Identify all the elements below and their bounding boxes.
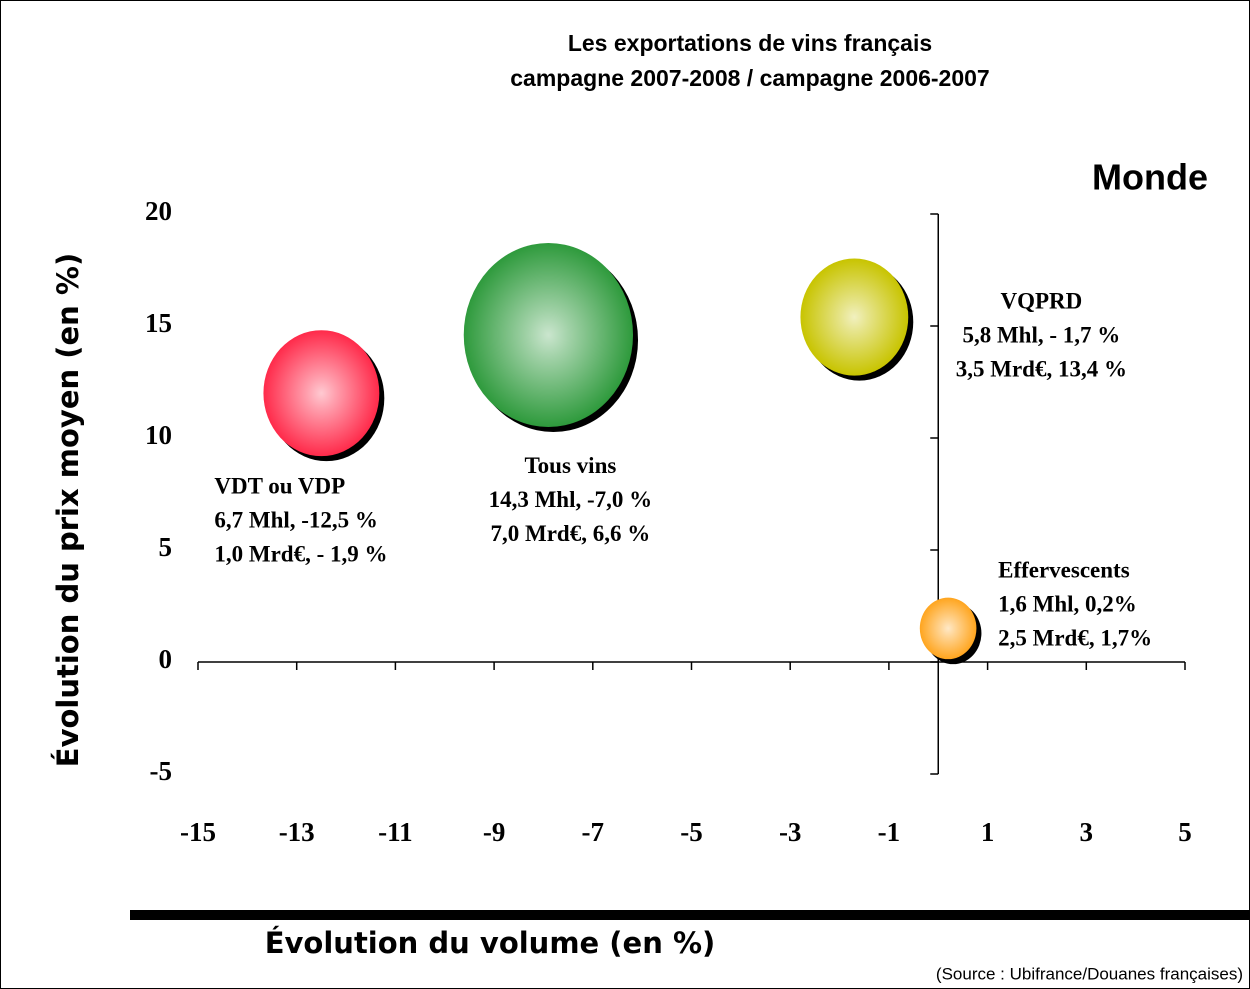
chart-title: Les exportations de vins français: [568, 30, 932, 56]
y-tick-label: 10: [145, 420, 172, 450]
x-tick-label: -5: [680, 817, 703, 847]
x-tick-label: 1: [981, 817, 995, 847]
bubble-label: 1,6 Mhl, 0,2%: [998, 592, 1137, 617]
y-tick-label: 5: [159, 532, 173, 562]
separator: [130, 910, 1250, 920]
bubble-label: 14,3 Mhl, -7,0 %: [489, 487, 653, 512]
bubble-label: 2,5 Mrd€, 1,7%: [998, 626, 1152, 651]
bubble-label: 3,5 Mrd€, 13,4 %: [956, 356, 1127, 381]
bubble-label: 7,0 Mrd€, 6,6 %: [491, 521, 651, 546]
source-note: (Source : Ubifrance/Douanes françaises): [936, 964, 1243, 983]
y-tick-label: 15: [145, 308, 172, 338]
bubble-label: 5,8 Mhl, - 1,7 %: [962, 322, 1120, 347]
x-tick-label: -9: [483, 817, 506, 847]
y-tick-label: 0: [159, 644, 173, 674]
bubble-label: 1,0 Mrd€, - 1,9 %: [214, 541, 387, 566]
bubble-highlight: [919, 597, 977, 660]
x-tick-label: -3: [779, 817, 802, 847]
x-tick-label: 5: [1178, 817, 1192, 847]
x-tick-label: -15: [180, 817, 216, 847]
x-tick-label: -11: [378, 817, 413, 847]
bubble-highlight: [463, 242, 634, 427]
bubble-label: Tous vins: [524, 453, 616, 478]
y-tick-label: -5: [150, 756, 173, 786]
y-axis-label: Évolution du prix moyen (en %): [51, 253, 85, 767]
bubble-label: VQPRD: [1000, 288, 1082, 313]
chart-subtitle: campagne 2007-2008 / campagne 2006-2007: [510, 65, 989, 91]
bubble-highlight: [800, 258, 909, 376]
region-label: Monde: [1092, 157, 1208, 198]
y-tick-label: 20: [145, 196, 172, 226]
bubble-label: Effervescents: [998, 558, 1130, 583]
x-tick-label: -7: [582, 817, 605, 847]
x-tick-label: -13: [279, 817, 315, 847]
x-tick-label: 3: [1080, 817, 1094, 847]
x-tick-label: -1: [878, 817, 901, 847]
bubble-highlight: [263, 330, 380, 457]
bubble-label: VDT ou VDP: [214, 473, 345, 498]
bubble-label: 6,7 Mhl, -12,5 %: [214, 507, 378, 532]
x-axis-label: Évolution du volume (en %): [265, 926, 716, 960]
